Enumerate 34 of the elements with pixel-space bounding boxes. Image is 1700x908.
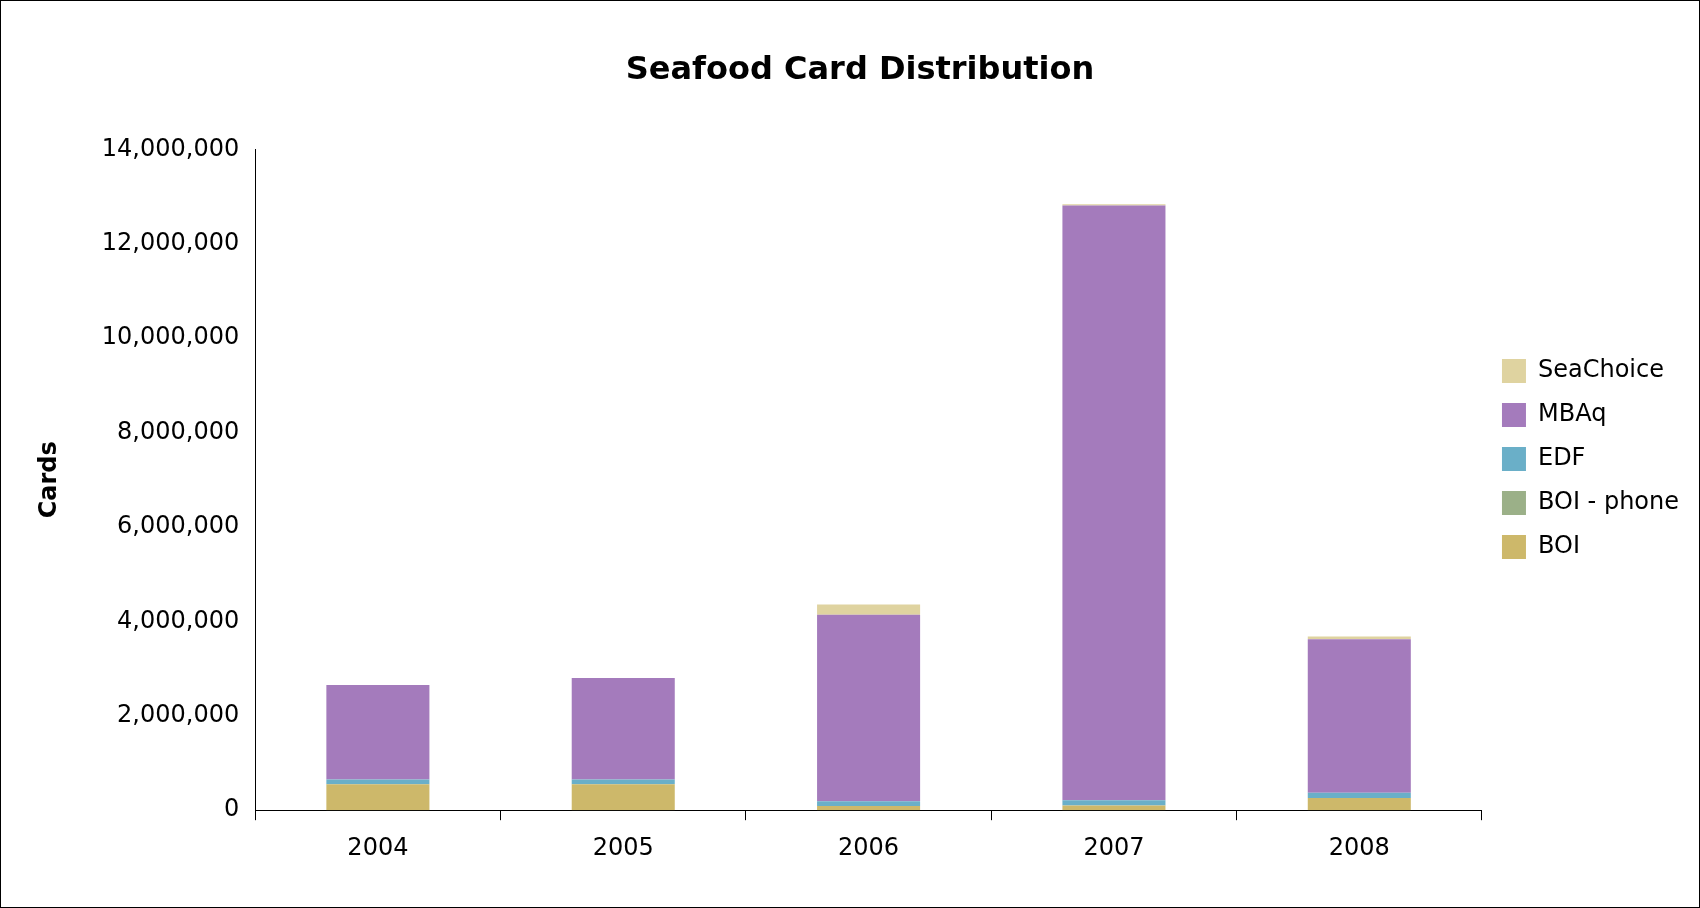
bar	[817, 805, 921, 811]
y-tick-label: 12,000,000	[101, 228, 240, 257]
y-tick-label: 2,000,000	[117, 700, 240, 729]
x-tick-label: 2005	[592, 832, 654, 861]
bar	[817, 604, 921, 615]
y-tick-label: 10,000,000	[101, 322, 240, 351]
bar	[1062, 205, 1166, 801]
y-axis-title: Cards	[33, 441, 62, 519]
x-tick-label: 2004	[347, 832, 409, 861]
legend-label: BOI - phone	[1537, 487, 1680, 516]
bar	[1307, 639, 1411, 793]
bar	[1307, 797, 1411, 811]
bar	[571, 784, 675, 811]
bar	[326, 784, 430, 811]
y-tick-label: 8,000,000	[117, 416, 240, 445]
bar	[326, 685, 430, 780]
chart-title: Seafood Card Distribution	[625, 48, 1095, 87]
x-tick-label: 2008	[1328, 832, 1390, 861]
y-tick-label: 6,000,000	[117, 511, 240, 540]
legend-label: MBAq	[1537, 399, 1607, 428]
y-tick-label: 0	[223, 794, 240, 823]
bar	[1062, 805, 1166, 811]
bar	[1307, 792, 1411, 798]
legend-label: SeaChoice	[1537, 355, 1664, 384]
y-tick-label: 14,000,000	[101, 133, 240, 162]
bar	[571, 678, 675, 780]
x-tick-label: 2006	[838, 832, 900, 861]
legend-label: EDF	[1537, 443, 1586, 472]
bar	[817, 801, 921, 806]
bar	[1062, 800, 1166, 806]
legend-label: BOI	[1537, 531, 1580, 560]
x-tick-label: 2007	[1083, 832, 1145, 861]
bar	[817, 614, 921, 802]
y-tick-label: 4,000,000	[117, 605, 240, 634]
